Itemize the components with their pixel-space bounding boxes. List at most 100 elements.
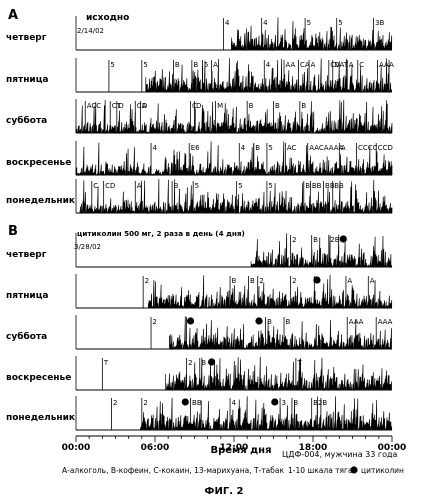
day-label: четверг bbox=[6, 250, 47, 260]
event-marker-label: 5 bbox=[268, 144, 272, 152]
panel-letter: B bbox=[8, 224, 18, 239]
citicoline-dose-icon bbox=[340, 235, 347, 242]
event-marker-label: A bbox=[213, 61, 218, 69]
event-marker-label: B bbox=[275, 102, 280, 110]
day-label: суббота bbox=[6, 115, 47, 126]
event-marker-label: B bbox=[174, 182, 179, 190]
event-marker-label: 5 bbox=[143, 61, 147, 69]
panel-header: исходно bbox=[86, 13, 129, 23]
event-marker-label: A bbox=[137, 182, 142, 190]
legend-text: А-алкоголь, В-кофеин, С-кокаин, 13-марих… bbox=[62, 466, 284, 475]
event-marker-label: 5 bbox=[204, 61, 208, 69]
event-marker-label: D bbox=[334, 61, 339, 69]
event-marker-label: 2 bbox=[145, 277, 149, 285]
event-marker-label: AAA bbox=[378, 318, 393, 326]
event-marker-label: T bbox=[296, 359, 302, 367]
event-marker-label: 2 bbox=[188, 359, 192, 367]
event-marker-label: A bbox=[341, 144, 346, 152]
event-marker-label: AA bbox=[286, 61, 296, 69]
activity-trace bbox=[141, 396, 392, 430]
event-marker-label: B bbox=[286, 318, 291, 326]
citicoline-dose-icon bbox=[313, 276, 320, 283]
citicoline-dose-icon bbox=[182, 398, 189, 405]
event-marker-label: 5 bbox=[238, 182, 242, 190]
event-marker-label: B bbox=[175, 61, 180, 69]
event-marker-label: 4 bbox=[225, 19, 230, 27]
citicoline-dose-icon bbox=[271, 398, 278, 405]
day-label: пятница bbox=[6, 75, 48, 85]
event-marker-label: B bbox=[305, 182, 310, 190]
event-marker-label: B bbox=[201, 359, 206, 367]
activity-trace bbox=[251, 233, 392, 267]
day-label: суббота bbox=[6, 331, 47, 342]
figure-caption: ФИГ. 2 bbox=[205, 486, 244, 497]
event-marker-label: A bbox=[347, 277, 352, 285]
event-marker-label: CD bbox=[105, 182, 115, 190]
event-marker-label: B bbox=[249, 102, 254, 110]
event-marker-label: CCCC bbox=[358, 144, 378, 152]
event-marker-label: 2 bbox=[113, 399, 117, 407]
event-marker-label: 4 bbox=[153, 144, 158, 152]
event-marker-label: AC bbox=[287, 144, 297, 152]
event-marker-label: C bbox=[93, 182, 98, 190]
event-marker-label: D bbox=[118, 102, 123, 110]
event-marker-label: B bbox=[193, 61, 198, 69]
event-marker-label: BB bbox=[192, 399, 202, 407]
event-marker-label: 5 bbox=[195, 182, 199, 190]
event-marker-label: D bbox=[142, 102, 147, 110]
event-marker-label: 5 bbox=[110, 61, 114, 69]
event-marker-label: 4 bbox=[263, 19, 268, 27]
day-label: воскресенье bbox=[6, 373, 71, 383]
citicoline-dose-icon bbox=[208, 358, 215, 365]
event-marker-label: B bbox=[293, 399, 298, 407]
citicoline-legend-icon bbox=[350, 466, 357, 473]
x-tick-label: 00:00 bbox=[62, 443, 91, 453]
citicoline-dose-icon bbox=[187, 317, 194, 324]
citicoline-legend-label: цитиколин bbox=[361, 466, 404, 475]
event-marker-label: 4 bbox=[266, 61, 271, 69]
event-marker-label: 4 bbox=[241, 144, 246, 152]
event-marker-label: 5 bbox=[307, 19, 311, 27]
event-marker-label: 2 bbox=[292, 236, 296, 244]
event-marker-label: D bbox=[196, 102, 201, 110]
subject-label: ЦДФ-004, мужчина 33 года bbox=[282, 450, 398, 459]
event-marker-label: A bbox=[370, 277, 375, 285]
event-marker-label: 2 bbox=[153, 318, 157, 326]
event-marker-label: A bbox=[349, 61, 354, 69]
event-marker-label: AAA bbox=[379, 61, 394, 69]
event-marker-label: E6 bbox=[191, 144, 200, 152]
event-marker-label: BB bbox=[334, 182, 344, 190]
day-label: воскресенье bbox=[6, 158, 71, 168]
panel-header: цитиколин 500 мг, 2 раза в день (4 дня) bbox=[77, 229, 245, 238]
day-label: пятница bbox=[6, 291, 48, 301]
event-marker-label: B bbox=[255, 144, 260, 152]
citicoline-dose-icon bbox=[255, 317, 262, 324]
event-marker-label: M bbox=[217, 102, 223, 110]
event-marker-label: 3B bbox=[375, 19, 384, 27]
event-marker-label: AACAAAA bbox=[309, 144, 343, 152]
event-marker-label: 5 bbox=[268, 182, 272, 190]
event-marker-label: 4 bbox=[232, 399, 237, 407]
scale-note: 1-10 шкала тяга bbox=[288, 466, 353, 475]
event-marker-label: B bbox=[301, 102, 306, 110]
activity-trace bbox=[80, 179, 392, 213]
day-label: четверг bbox=[6, 33, 47, 43]
activity-trace bbox=[148, 275, 391, 308]
panel-date: 3/28/02 bbox=[74, 243, 101, 251]
panels-layer: Aисходно2/14/02четверг44553Bпятница55BB5… bbox=[6, 8, 406, 453]
event-marker-label: B bbox=[250, 277, 255, 285]
event-marker-label: A bbox=[311, 61, 316, 69]
event-marker-label: B bbox=[322, 399, 327, 407]
event-marker-label: 2 bbox=[292, 277, 296, 285]
day-label: понедельник bbox=[6, 413, 75, 423]
panel-letter: A bbox=[8, 8, 18, 23]
x-axis-label: Время дня bbox=[210, 445, 271, 456]
day-label: понедельник bbox=[6, 196, 75, 206]
event-marker-label: 3 bbox=[282, 399, 286, 407]
event-marker-label: BB bbox=[312, 182, 322, 190]
panel-date: 2/14/02 bbox=[77, 27, 104, 35]
event-marker-label: 5 bbox=[338, 19, 342, 27]
event-marker-label: 2 bbox=[259, 277, 263, 285]
